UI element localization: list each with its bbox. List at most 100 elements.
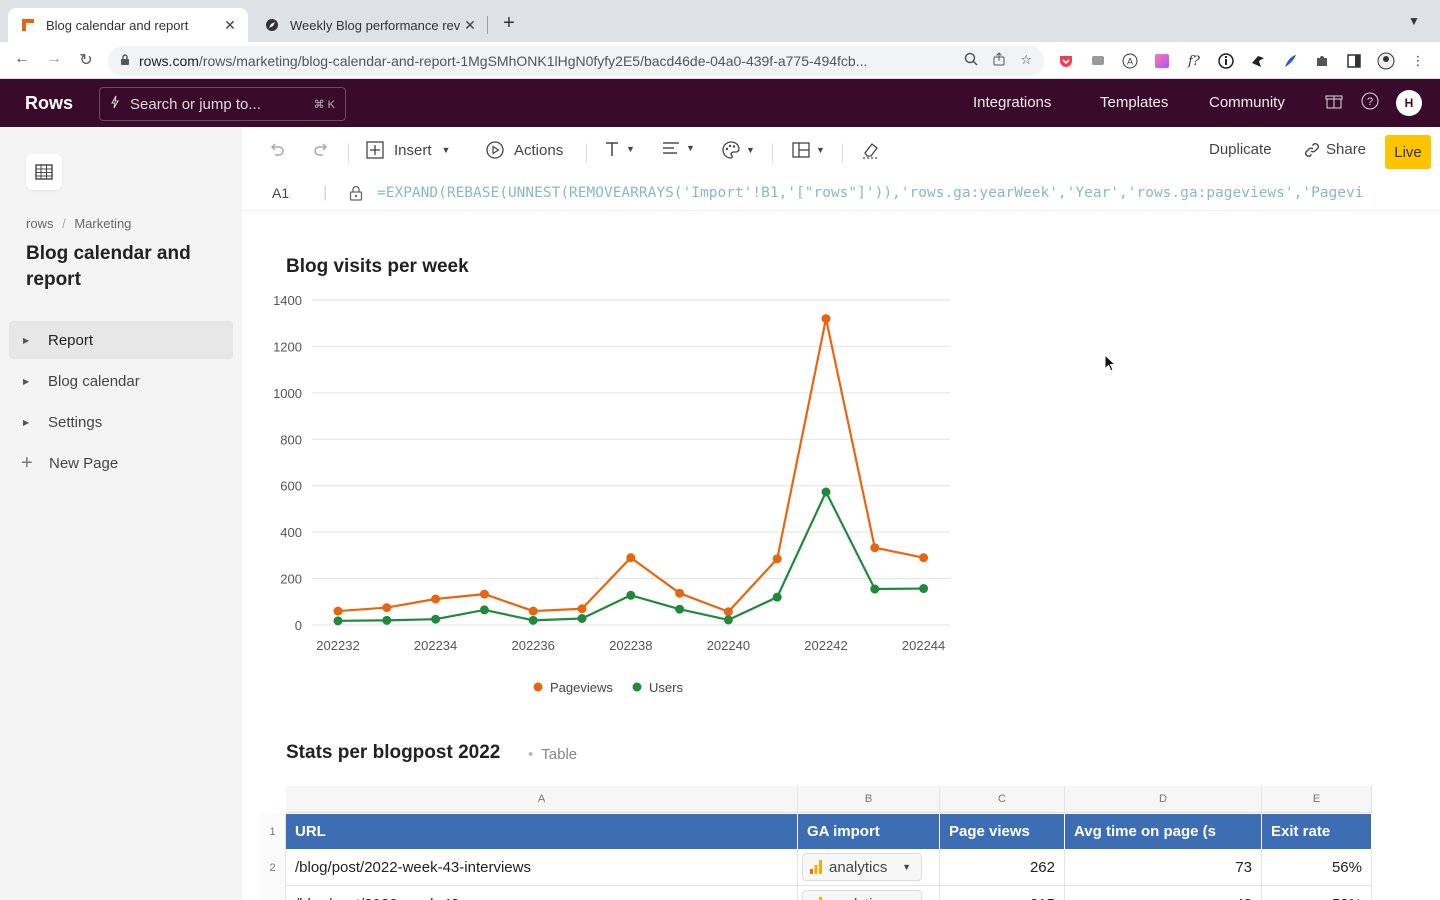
reload-icon[interactable]: ↻ bbox=[79, 52, 93, 69]
share-page-icon[interactable] bbox=[992, 52, 1006, 69]
tab-search-chevron-icon[interactable]: ▼ bbox=[1408, 14, 1420, 28]
forward-arrow-icon[interactable]: → bbox=[46, 50, 62, 67]
sidebar-item-report[interactable]: ▶ Report bbox=[9, 321, 233, 359]
gradient-extension-icon[interactable] bbox=[1152, 51, 1172, 71]
x-tick-label: 202242 bbox=[804, 638, 847, 653]
column-header-b[interactable]: B bbox=[798, 786, 940, 813]
back-arrow-icon[interactable]: ← bbox=[14, 50, 30, 67]
bird-extension-icon[interactable] bbox=[1248, 51, 1268, 71]
a-extension-icon[interactable]: A bbox=[1120, 51, 1140, 71]
column-header-d[interactable]: D bbox=[1065, 786, 1262, 813]
formula-input[interactable]: =EXPAND(REBASE(UNNEST(REMOVEARRAYS('Impo… bbox=[377, 185, 1364, 201]
header-cell-avg-time[interactable]: Avg time on page (s bbox=[1065, 814, 1262, 849]
sidebar-item-blog-calendar[interactable]: ▶ Blog calendar bbox=[9, 362, 233, 400]
zoom-icon[interactable] bbox=[964, 52, 978, 69]
close-tab-icon[interactable]: ✕ bbox=[224, 16, 236, 33]
data-point-users bbox=[626, 590, 636, 600]
share-button[interactable]: Share bbox=[1304, 141, 1366, 158]
data-point-users bbox=[870, 584, 880, 594]
close-tab-icon[interactable]: ✕ bbox=[464, 16, 476, 33]
side-panel-icon[interactable] bbox=[1344, 51, 1364, 71]
table-cell-ga-import[interactable]: analytics ▼ bbox=[798, 849, 940, 886]
breadcrumb-root[interactable]: rows bbox=[26, 216, 54, 231]
browser-menu-icon[interactable]: ⋮ bbox=[1411, 53, 1425, 68]
table-cell-page-views[interactable]: 262 bbox=[940, 849, 1065, 886]
nav-templates[interactable]: Templates bbox=[1100, 94, 1169, 111]
text-format-button[interactable]: ▼ bbox=[604, 141, 635, 157]
new-tab-icon[interactable]: + bbox=[503, 12, 515, 34]
row-number[interactable]: 3 bbox=[260, 886, 286, 900]
redo-icon[interactable] bbox=[312, 141, 330, 157]
header-cell-url[interactable]: URL bbox=[286, 814, 798, 849]
header-cell-ga-import[interactable]: GA import bbox=[798, 814, 940, 849]
column-header-e[interactable]: E bbox=[1262, 786, 1372, 813]
cell-reference[interactable]: A1 bbox=[272, 185, 290, 201]
tab-title: Blog calendar and report bbox=[46, 17, 189, 33]
user-avatar[interactable]: H bbox=[1396, 90, 1422, 116]
search-input[interactable]: Search or jump to... ⌘ K bbox=[99, 87, 346, 121]
new-page-button[interactable]: + New Page bbox=[9, 444, 233, 482]
chat-extension-icon[interactable] bbox=[1088, 51, 1108, 71]
header-cell-page-views[interactable]: Page views bbox=[940, 814, 1065, 849]
data-point-pageviews bbox=[333, 606, 343, 616]
layout-button[interactable]: ▼ bbox=[792, 141, 825, 159]
table-cell-avg-time[interactable]: 73 bbox=[1065, 849, 1262, 886]
table-cell-avg-time[interactable]: 48 bbox=[1065, 886, 1262, 900]
gift-icon[interactable] bbox=[1324, 92, 1344, 112]
table-cell-url[interactable]: /blog/post/2022-week-43-interviews bbox=[286, 849, 798, 886]
table-type-label: Table bbox=[541, 746, 578, 763]
row-number[interactable]: 2 bbox=[260, 849, 286, 886]
ga-import-dropdown[interactable]: analytics bbox=[802, 890, 922, 900]
browser-tab-active[interactable]: Blog calendar and report ✕ bbox=[8, 8, 248, 42]
header-cell-exit-rate[interactable]: Exit rate bbox=[1262, 814, 1372, 849]
actions-button[interactable]: Actions bbox=[486, 141, 563, 159]
feather-extension-icon[interactable] bbox=[1280, 51, 1300, 71]
column-header-a[interactable]: A bbox=[286, 786, 798, 813]
breadcrumb-folder[interactable]: Marketing bbox=[74, 216, 132, 231]
data-point-users bbox=[479, 605, 489, 615]
color-button[interactable]: ▼ bbox=[722, 141, 755, 159]
undo-icon[interactable] bbox=[268, 141, 286, 157]
ga-import-dropdown[interactable]: analytics ▼ bbox=[802, 853, 922, 881]
spreadsheet-icon bbox=[26, 154, 62, 190]
bookmark-star-icon[interactable]: ☆ bbox=[1020, 52, 1032, 67]
table-title: Stats per blogpost 2022 bbox=[286, 742, 501, 763]
data-point-users bbox=[528, 615, 538, 625]
table-cell-exit-rate[interactable]: 58% bbox=[1262, 886, 1372, 900]
actions-label: Actions bbox=[514, 141, 564, 159]
clear-format-button[interactable] bbox=[862, 141, 880, 159]
info-extension-icon[interactable] bbox=[1216, 51, 1236, 71]
duplicate-button[interactable]: Duplicate bbox=[1209, 141, 1272, 158]
eraser-icon bbox=[863, 143, 879, 159]
y-tick-label: 400 bbox=[280, 525, 302, 540]
nav-integrations[interactable]: Integrations bbox=[973, 94, 1052, 111]
formula-extension-icon[interactable]: f? bbox=[1188, 53, 1200, 69]
url-field[interactable]: rows.com /rows/marketing/blog-calendar-a… bbox=[108, 46, 1044, 76]
x-tick-label: 202232 bbox=[316, 638, 359, 653]
puzzle-extensions-icon[interactable] bbox=[1312, 51, 1332, 71]
toolbar-divider bbox=[586, 143, 587, 163]
live-button[interactable]: Live bbox=[1385, 135, 1431, 169]
browser-tab-inactive[interactable]: Weekly Blog performance revie ✕ bbox=[252, 8, 488, 42]
sidebar-item-label: Blog calendar bbox=[48, 372, 140, 390]
insert-button[interactable]: Insert ▼ bbox=[366, 141, 450, 159]
nav-community[interactable]: Community bbox=[1209, 94, 1285, 111]
table-cell-exit-rate[interactable]: 56% bbox=[1262, 849, 1372, 886]
table-cell-url[interactable]: /blog/post/2022-week-42-... bbox=[286, 886, 798, 900]
row-number[interactable]: 1 bbox=[260, 814, 286, 849]
sidebar-item-settings[interactable]: ▶ Settings bbox=[9, 403, 233, 441]
breadcrumb: rows / Marketing bbox=[26, 216, 131, 231]
pocket-extension-icon[interactable] bbox=[1056, 51, 1076, 71]
help-icon[interactable]: ? bbox=[1360, 92, 1380, 112]
table-cell-page-views[interactable]: 215 bbox=[940, 886, 1065, 900]
formula-divider: | bbox=[321, 185, 330, 201]
rows-logo[interactable]: Rows bbox=[25, 93, 74, 113]
data-point-users bbox=[919, 584, 929, 594]
column-header-c[interactable]: C bbox=[940, 786, 1065, 813]
align-button[interactable]: ▼ bbox=[662, 141, 695, 155]
line-chart[interactable]: 0 200 400 600 800 1000 1200 1400 202232 202234 202… bbox=[242, 211, 1002, 711]
table-cell-ga-import[interactable]: analytics bbox=[798, 886, 940, 900]
data-point-users bbox=[333, 616, 343, 626]
profile-avatar-icon[interactable] bbox=[1376, 51, 1396, 71]
new-page-label: New Page bbox=[49, 454, 119, 472]
